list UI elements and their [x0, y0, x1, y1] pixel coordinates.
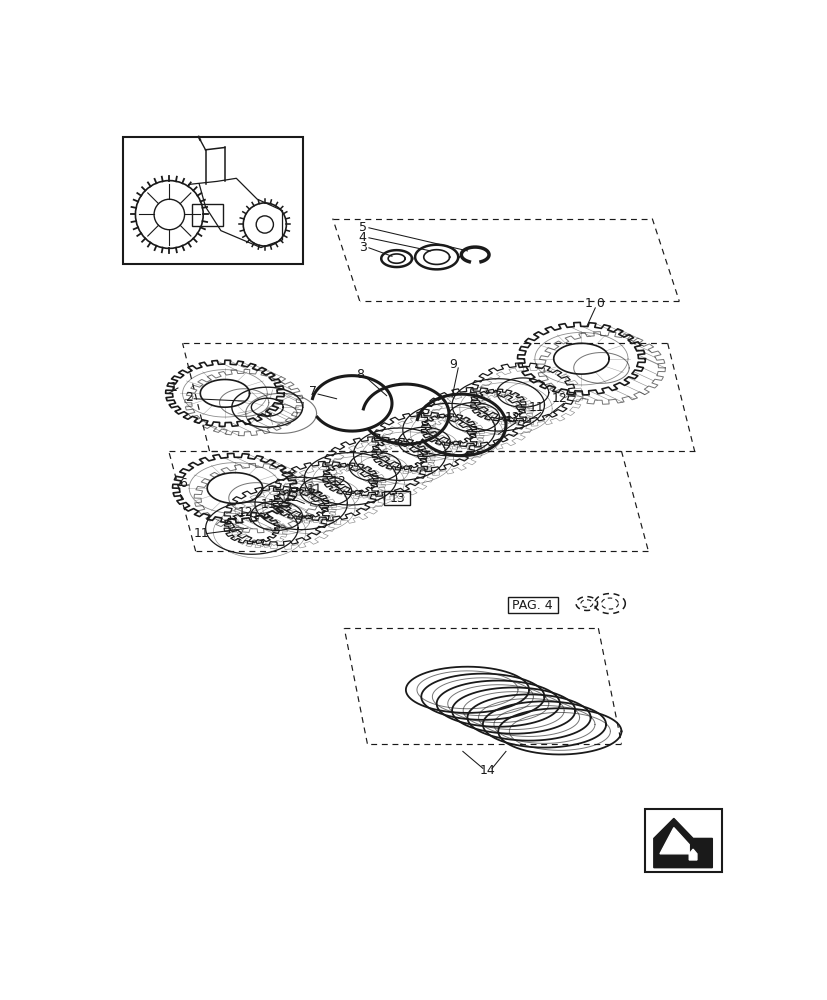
Polygon shape	[653, 818, 711, 868]
Text: 2: 2	[184, 391, 193, 404]
Bar	[122, 137, 303, 264]
Text: 12: 12	[237, 506, 253, 519]
Text: 12: 12	[552, 392, 567, 405]
Text: 6: 6	[179, 477, 186, 490]
Bar	[192, 204, 223, 226]
Bar	[384, 491, 410, 505]
Text: 14: 14	[479, 764, 495, 777]
Text: 11: 11	[528, 401, 544, 414]
Text: 8: 8	[356, 368, 363, 381]
Text: 1: 1	[170, 381, 177, 394]
Text: 5: 5	[358, 221, 366, 234]
Text: 4: 4	[358, 231, 366, 244]
Polygon shape	[659, 828, 688, 854]
Polygon shape	[688, 849, 696, 860]
Text: 1 0: 1 0	[585, 297, 605, 310]
Text: 9: 9	[449, 358, 457, 371]
Bar	[643, 809, 720, 872]
Text: PAG. 4: PAG. 4	[511, 599, 552, 612]
Text: 3: 3	[358, 241, 366, 254]
Text: 12: 12	[284, 491, 299, 504]
Text: 11: 11	[261, 498, 276, 512]
Text: 12: 12	[504, 411, 519, 424]
Text: 11: 11	[307, 483, 323, 496]
Text: 11: 11	[194, 527, 209, 540]
Bar	[507, 597, 557, 613]
Text: 13: 13	[389, 492, 404, 505]
Text: 7: 7	[309, 385, 317, 398]
Text: 12: 12	[330, 475, 346, 488]
